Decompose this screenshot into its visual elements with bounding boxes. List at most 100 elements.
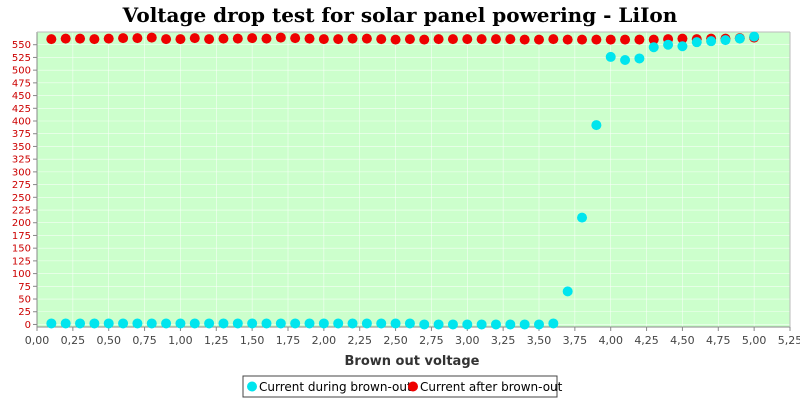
x-tick-label: 3,00 bbox=[455, 334, 480, 347]
x-tick-label: 1,75 bbox=[276, 334, 301, 347]
data-point bbox=[490, 34, 501, 45]
data-point bbox=[161, 318, 172, 329]
data-point bbox=[591, 34, 602, 45]
data-point bbox=[519, 34, 530, 45]
y-tick-label: 300 bbox=[12, 167, 31, 178]
x-tick-label: 4,25 bbox=[634, 334, 659, 347]
x-tick-label: 2,00 bbox=[312, 334, 337, 347]
x-axis-ticks: 0,00 0,25 0,50 0,75 1,00 1,25 1,50 1,75 2,00 2,25… bbox=[25, 327, 800, 347]
data-point bbox=[734, 33, 745, 44]
data-point bbox=[290, 33, 301, 44]
y-axis-ticks: 0255075100125150175200225250275300325350… bbox=[12, 40, 37, 331]
data-point bbox=[577, 212, 588, 223]
data-series bbox=[46, 31, 760, 330]
data-point bbox=[290, 318, 301, 329]
data-point bbox=[534, 34, 544, 45]
data-point bbox=[605, 34, 616, 45]
data-point bbox=[46, 318, 57, 329]
data-point bbox=[361, 318, 372, 329]
legend-label-after: Current after brown-out bbox=[420, 380, 563, 394]
data-point bbox=[318, 34, 329, 45]
legend-label-during: Current during brown-out bbox=[259, 380, 412, 394]
data-point bbox=[218, 33, 229, 44]
y-tick-label: 225 bbox=[12, 206, 31, 217]
data-point bbox=[232, 318, 243, 329]
data-point bbox=[204, 318, 215, 329]
data-point bbox=[103, 33, 114, 44]
data-point bbox=[505, 34, 516, 45]
data-point bbox=[118, 33, 129, 44]
legend-box bbox=[242, 375, 558, 398]
series-0 bbox=[46, 32, 760, 45]
data-point bbox=[218, 318, 229, 329]
data-point bbox=[390, 34, 401, 45]
data-point bbox=[361, 33, 372, 44]
data-point bbox=[232, 33, 243, 44]
data-point bbox=[476, 319, 487, 330]
y-tick-label: 25 bbox=[18, 307, 31, 318]
y-tick-label: 50 bbox=[18, 295, 31, 306]
data-point bbox=[146, 318, 157, 329]
data-point bbox=[404, 318, 415, 329]
data-point bbox=[103, 318, 114, 329]
data-point bbox=[146, 32, 157, 43]
y-tick-label: 500 bbox=[12, 66, 31, 77]
y-tick-label: 0 bbox=[25, 320, 31, 331]
data-point bbox=[376, 34, 387, 45]
data-point bbox=[46, 34, 57, 45]
data-point bbox=[261, 33, 272, 44]
data-point bbox=[548, 34, 559, 45]
y-tick-label: 75 bbox=[18, 282, 31, 293]
data-point bbox=[404, 34, 415, 45]
data-point bbox=[562, 34, 573, 45]
series-1 bbox=[46, 31, 760, 330]
axes bbox=[36, 31, 791, 328]
plot-area bbox=[37, 32, 790, 327]
data-point bbox=[706, 36, 717, 47]
data-point bbox=[591, 120, 602, 131]
data-point bbox=[447, 319, 458, 330]
y-tick-label: 325 bbox=[12, 155, 31, 166]
data-point bbox=[677, 41, 688, 52]
x-tick-label: 4,00 bbox=[598, 334, 623, 347]
data-point bbox=[189, 33, 200, 44]
legend: Current during brown-out Current after b… bbox=[242, 375, 563, 398]
data-point bbox=[562, 286, 573, 297]
data-point bbox=[261, 318, 272, 329]
data-point bbox=[161, 34, 172, 45]
y-tick-label: 150 bbox=[12, 244, 31, 255]
x-tick-label: 4,50 bbox=[670, 334, 695, 347]
data-point bbox=[620, 54, 631, 65]
data-point bbox=[132, 318, 143, 329]
x-tick-label: 3,50 bbox=[527, 334, 552, 347]
data-point bbox=[433, 319, 444, 330]
data-point bbox=[505, 319, 516, 330]
data-point bbox=[75, 318, 86, 329]
y-tick-label: 425 bbox=[12, 104, 31, 115]
data-point bbox=[247, 318, 258, 329]
x-tick-label: 1,00 bbox=[168, 334, 193, 347]
x-tick-label: 3,25 bbox=[491, 334, 516, 347]
data-point bbox=[519, 319, 530, 330]
data-point bbox=[318, 318, 329, 329]
x-tick-label: 4,75 bbox=[706, 334, 731, 347]
data-point bbox=[433, 34, 444, 45]
data-point bbox=[620, 34, 631, 45]
data-point bbox=[60, 33, 71, 44]
y-tick-label: 400 bbox=[12, 117, 31, 128]
y-tick-label: 100 bbox=[12, 269, 31, 280]
data-point bbox=[333, 318, 344, 329]
chart-title: Voltage drop test for solar panel poweri… bbox=[122, 3, 678, 27]
data-point bbox=[447, 34, 458, 45]
legend-marker-after bbox=[408, 381, 418, 392]
y-tick-label: 525 bbox=[12, 53, 31, 64]
y-tick-label: 550 bbox=[12, 40, 31, 51]
data-point bbox=[247, 33, 258, 44]
data-point bbox=[75, 33, 86, 44]
data-point bbox=[648, 34, 659, 45]
data-point bbox=[462, 319, 473, 330]
data-point bbox=[677, 33, 688, 44]
x-tick-label: 0,75 bbox=[132, 334, 157, 347]
